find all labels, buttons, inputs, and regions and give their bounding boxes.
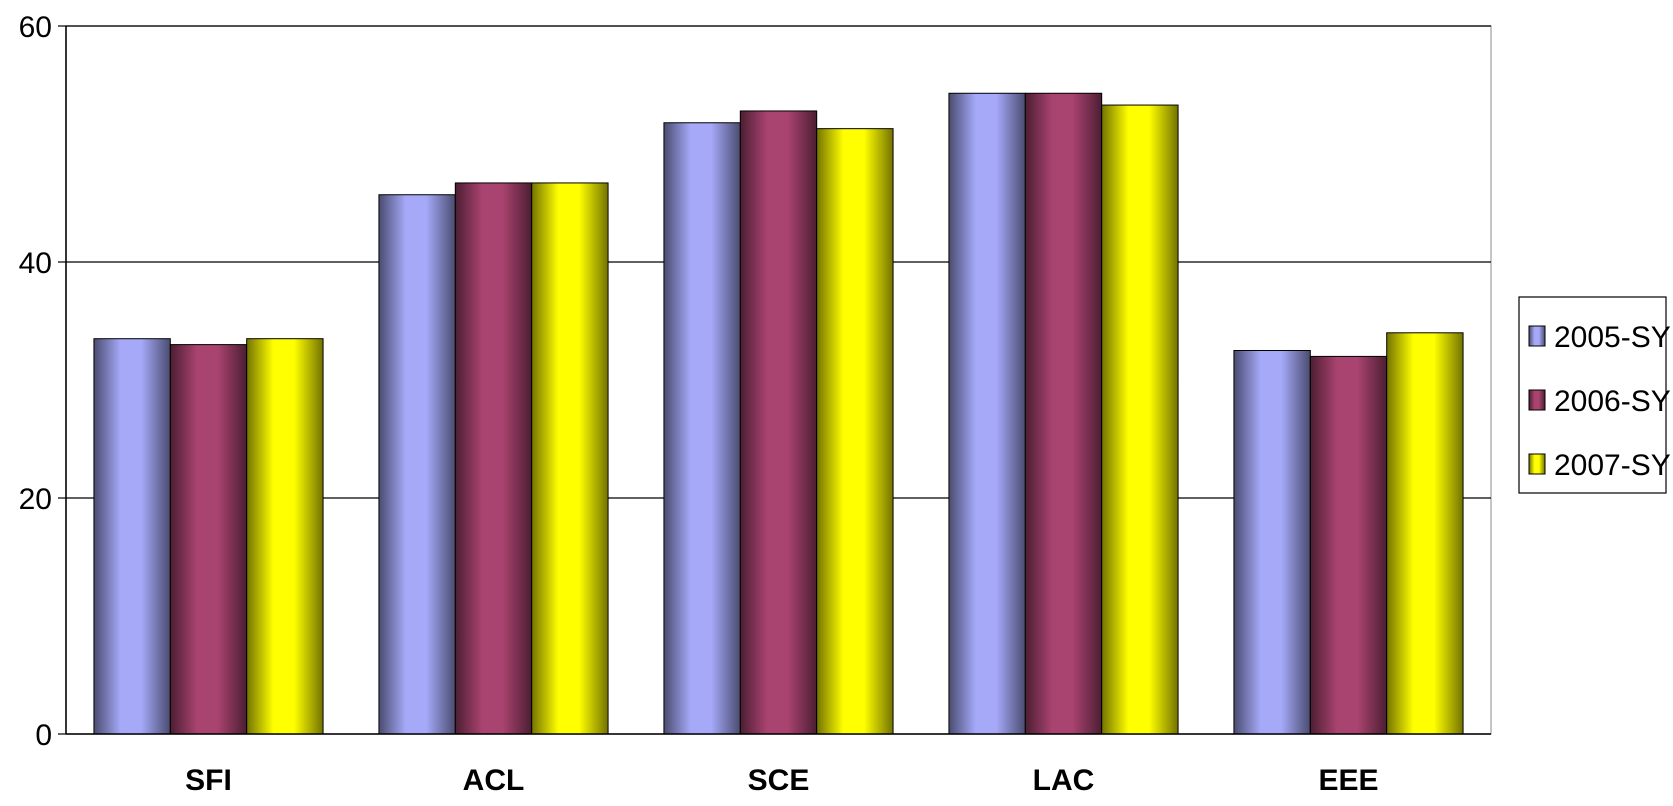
bar-2005-SY-LAC: [948, 92, 1026, 735]
x-tick-label: EEE: [1318, 764, 1378, 797]
legend-label: 2006-SY: [1554, 385, 1671, 418]
bar-2007-SY-LAC: [1101, 104, 1179, 735]
bar-2006-SY-SCE: [739, 110, 818, 735]
bar-2006-SY-LAC: [1024, 92, 1103, 735]
bar-2007-SY-ACL: [531, 182, 609, 735]
bar-2006-SY-EEE: [1309, 355, 1388, 735]
bar-2005-SY-ACL: [378, 194, 456, 735]
y-tick-label: 60: [19, 11, 52, 44]
bar-2006-SY-SFI: [169, 344, 248, 735]
bar-2005-SY-SCE: [663, 122, 741, 735]
bar-2005-SY-EEE: [1233, 350, 1311, 735]
x-tick-label: ACL: [463, 764, 525, 797]
bar-2007-SY-SCE: [816, 128, 894, 735]
x-tick-label: LAC: [1033, 764, 1095, 797]
y-tick-label: 0: [35, 719, 52, 752]
legend-label: 2007-SY: [1554, 449, 1671, 482]
bar-2005-SY-SFI: [93, 338, 171, 735]
y-tick-label: 20: [19, 483, 52, 516]
y-tick-label: 40: [19, 247, 52, 280]
bar-2007-SY-SFI: [246, 338, 324, 735]
legend-swatch: [1528, 453, 1546, 475]
bar-2006-SY-ACL: [454, 182, 533, 735]
legend-label: 2005-SY: [1554, 321, 1671, 354]
bar-2007-SY-EEE: [1386, 332, 1464, 735]
legend-swatch: [1528, 389, 1546, 411]
legend-swatch: [1528, 325, 1546, 347]
x-tick-label: SFI: [185, 764, 232, 797]
x-tick-label: SCE: [748, 764, 810, 797]
